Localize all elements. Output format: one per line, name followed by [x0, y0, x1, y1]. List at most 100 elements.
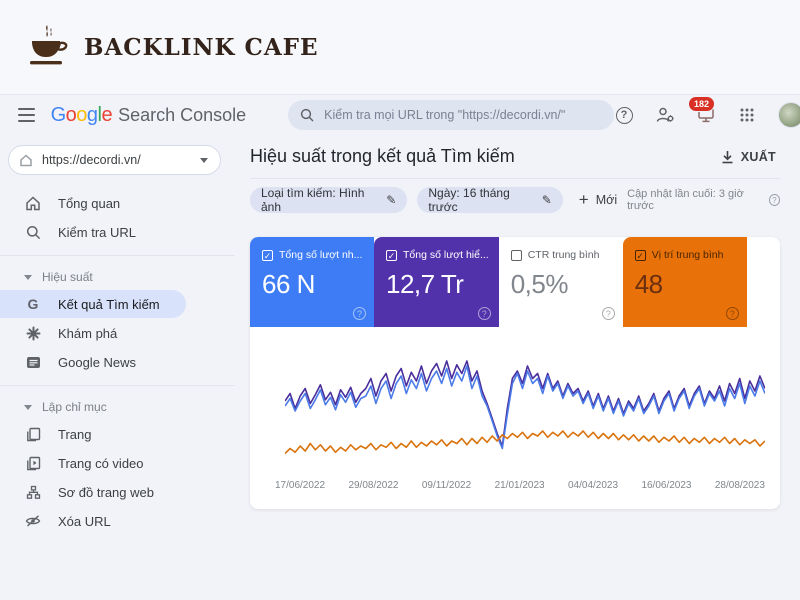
- x-tick: 16/06/2023: [641, 480, 692, 491]
- x-tick: 09/11/2022: [421, 480, 472, 491]
- help-icon[interactable]: ?: [725, 307, 739, 320]
- metric-card-ctr[interactable]: ✓ CTR trung bình 0,5% ?: [498, 237, 623, 327]
- metric-label: Tổng số lượt hiể...: [403, 249, 489, 261]
- notifications-count-badge: 182: [688, 96, 716, 112]
- sidebar: https://decordi.vn/ Tổng quan Kiểm tra U…: [0, 135, 235, 600]
- header-actions: ? 182: [614, 96, 800, 128]
- edit-icon: ✎: [541, 193, 552, 207]
- help-icon[interactable]: ?: [601, 307, 615, 320]
- brand-name: BACKLINK CAFE: [84, 33, 319, 61]
- property-selector[interactable]: https://decordi.vn/: [8, 145, 221, 175]
- x-tick: 04/04/2023: [568, 480, 619, 491]
- sidebar-item-label: Trang có video: [58, 455, 144, 471]
- sidebar-item-pages[interactable]: Trang: [0, 420, 235, 448]
- sidebar-item-discover[interactable]: Khám phá: [0, 319, 235, 347]
- section-title: Hiệu suất: [42, 270, 93, 284]
- sitemap-icon: [24, 483, 42, 501]
- sidebar-item-url-inspection[interactable]: Kiểm tra URL: [0, 218, 235, 246]
- brand-header: BACKLINK CAFE: [0, 0, 800, 95]
- export-button[interactable]: XUẤT: [721, 150, 780, 164]
- performance-card: ✓ Tổng số lượt nh... 66 N ? ✓ Tổng số lư…: [250, 237, 780, 509]
- performance-chart[interactable]: [250, 327, 780, 476]
- property-url: https://decordi.vn/: [42, 153, 141, 167]
- sidebar-item-label: Google News: [58, 354, 137, 370]
- search-icon: [24, 223, 42, 241]
- product-logo[interactable]: Google Search Console: [51, 104, 247, 127]
- google-g-icon: G: [27, 296, 39, 312]
- filter-row: Loại tìm kiếm: Hình ảnh ✎ Ngày: 16 tháng…: [250, 179, 780, 221]
- product-name: Search Console: [118, 104, 247, 125]
- help-icon[interactable]: ?: [768, 194, 780, 206]
- notifications-icon[interactable]: 182: [688, 96, 716, 125]
- news-icon: [24, 353, 42, 371]
- metric-value: 12,7 Tr: [386, 269, 464, 299]
- metric-card-clicks[interactable]: ✓ Tổng số lượt nh... 66 N ?: [250, 237, 374, 327]
- apps-grid-icon[interactable]: [737, 105, 757, 125]
- google-logo: Google: [50, 103, 113, 126]
- x-tick: 17/06/2022: [275, 480, 326, 491]
- metric-label: CTR trung bình: [527, 249, 600, 261]
- metrics-row: ✓ Tổng số lượt nh... 66 N ? ✓ Tổng số lư…: [250, 237, 780, 327]
- checkbox-icon[interactable]: ✓: [634, 249, 646, 261]
- x-axis-ticks: 17/06/2022 29/08/2022 09/11/2022 21/01/2…: [250, 476, 780, 491]
- sidebar-item-label: Khám phá: [58, 325, 118, 341]
- chevron-down-icon: [200, 157, 208, 163]
- checkbox-icon[interactable]: ✓: [510, 249, 522, 261]
- property-icon: [20, 153, 32, 166]
- sidebar-item-label: Trang: [58, 426, 92, 442]
- filter-chip-search-type[interactable]: Loại tìm kiếm: Hình ảnh ✎: [250, 186, 408, 214]
- checkbox-icon[interactable]: ✓: [386, 249, 397, 261]
- sidebar-item-removals[interactable]: Xóa URL: [0, 507, 235, 535]
- chevron-down-icon: [24, 404, 32, 410]
- brand-logo: BACKLINK CAFE: [22, 21, 319, 73]
- filter-chip-date[interactable]: Ngày: 16 tháng trước ✎: [417, 186, 563, 214]
- sidebar-item-label: Sơ đồ trang web: [58, 484, 154, 500]
- discover-icon: [24, 324, 42, 342]
- help-icon[interactable]: ?: [353, 307, 366, 320]
- export-label: XUẤT: [740, 149, 776, 164]
- metric-value: 0,5%: [510, 269, 569, 299]
- sidebar-item-sitemaps[interactable]: Sơ đồ trang web: [0, 478, 235, 506]
- menu-icon[interactable]: [18, 108, 35, 122]
- sidebar-item-search-results[interactable]: G Kết quả Tìm kiếm: [0, 290, 186, 318]
- divider: [0, 255, 235, 256]
- chip-label: Loại tìm kiếm: Hình ảnh: [261, 186, 365, 214]
- help-icon[interactable]: ?: [477, 307, 491, 320]
- x-tick: 28/08/2023: [714, 480, 765, 491]
- metric-label: Vị trí trung bình: [651, 249, 724, 261]
- sidebar-item-video-pages[interactable]: Trang có video: [0, 449, 235, 477]
- sidebar-item-overview[interactable]: Tổng quan: [0, 189, 235, 217]
- chevron-down-icon: [24, 274, 32, 280]
- video-pages-icon: [24, 454, 42, 472]
- section-indexing[interactable]: Lập chỉ mục: [0, 395, 235, 419]
- metric-card-position[interactable]: ✓ Vị trí trung bình 48 ?: [622, 237, 747, 327]
- divider: [0, 385, 235, 386]
- search-placeholder: Kiểm tra mọi URL trong "https://decordi.…: [324, 108, 566, 122]
- sidebar-item-label: Kết quả Tìm kiếm: [58, 296, 160, 312]
- sidebar-item-label: Kiểm tra URL: [58, 224, 137, 240]
- section-performance[interactable]: Hiệu suất: [0, 265, 235, 289]
- new-filter-button[interactable]: + Mới: [579, 190, 617, 210]
- x-tick: 29/08/2022: [348, 480, 399, 491]
- x-tick: 21/01/2023: [494, 480, 545, 491]
- pages-icon: [24, 425, 42, 443]
- metric-value: 48: [634, 269, 663, 299]
- metric-label: Tổng số lượt nh...: [279, 249, 363, 261]
- home-icon: [24, 194, 42, 212]
- coffee-cup-icon: [30, 25, 68, 65]
- metric-card-impressions[interactable]: ✓ Tổng số lượt hiể... 12,7 Tr ?: [374, 237, 499, 327]
- edit-icon: ✎: [386, 193, 397, 207]
- plus-icon: +: [578, 190, 589, 209]
- main-content: Hiệu suất trong kết quả Tìm kiếm XUẤT Lo…: [235, 135, 800, 600]
- last-updated: Cập nhật lần cuối: 3 giờ trước ?: [627, 188, 780, 212]
- eye-off-icon: [24, 512, 42, 530]
- account-settings-icon[interactable]: [655, 105, 675, 125]
- help-icon[interactable]: ?: [614, 105, 634, 125]
- title-row: Hiệu suất trong kết quả Tìm kiếm XUẤT: [250, 135, 780, 179]
- sidebar-item-google-news[interactable]: Google News: [0, 348, 235, 376]
- avatar[interactable]: [778, 102, 800, 128]
- url-inspect-searchbar[interactable]: Kiểm tra mọi URL trong "https://decordi.…: [288, 100, 614, 130]
- checkbox-icon[interactable]: ✓: [262, 249, 273, 261]
- metric-value: 66 N: [262, 269, 315, 299]
